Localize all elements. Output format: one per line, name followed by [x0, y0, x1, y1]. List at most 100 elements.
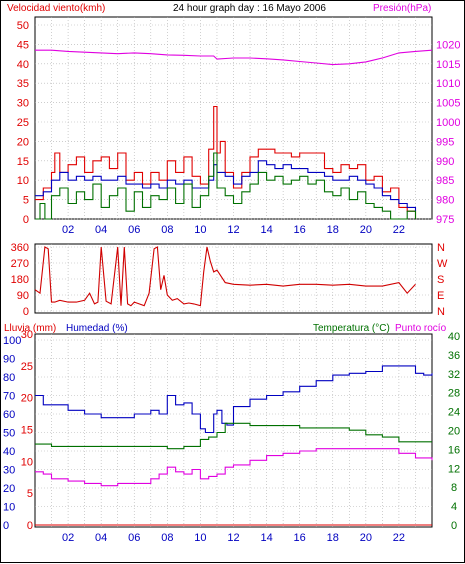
temperature-tick-label: 8 — [451, 482, 457, 494]
hour-tick-label: 20 — [360, 224, 372, 236]
hour-tick-label: 06 — [128, 532, 140, 544]
hour-tick-label: 02 — [62, 224, 74, 236]
wind-tick-label: 50 — [17, 20, 29, 32]
rain-tick-label: 5 — [27, 488, 33, 500]
hour-tick-label: 22 — [393, 224, 405, 236]
humidity-tick-label: 10 — [3, 502, 15, 514]
humidity-tick-label: 90 — [3, 354, 15, 366]
temperature-tick-label: 40 — [448, 331, 460, 343]
pressure-tick-label: 1010 — [436, 78, 460, 90]
hour-tick-label: 10 — [194, 224, 206, 236]
pressure-axis-label: Presión(hPa) — [373, 3, 431, 14]
humidity-tick-label: 0 — [3, 520, 9, 532]
humidity-tick-label: 60 — [3, 409, 15, 421]
hour-tick-label: 14 — [260, 224, 272, 236]
hour-tick-label: 22 — [393, 532, 405, 544]
wind-series-line-1 — [35, 105, 417, 219]
humidity-tick-label: 80 — [3, 372, 15, 384]
pressure-series-line — [35, 49, 433, 66]
temperature-axis-label: Temperatura (°C) — [313, 323, 390, 334]
humidity-axis-label: Humedad (%) — [66, 323, 128, 334]
hour-tick-label: 18 — [327, 532, 339, 544]
pressure-tick-label: 1000 — [436, 117, 460, 129]
temperature-line — [35, 422, 432, 450]
hour-tick-label: 04 — [95, 224, 107, 236]
hour-tick-label: 16 — [294, 532, 306, 544]
wind-tick-label: 15 — [17, 156, 29, 168]
dew-point-axis-label: Punto rocío — [395, 323, 447, 334]
humidity-tick-label: 20 — [3, 483, 15, 495]
humidity-tick-label: 30 — [3, 465, 15, 477]
pressure-tick-label: 1020 — [436, 39, 460, 51]
humidity-tick-label: 70 — [3, 391, 15, 403]
pressure-tick-label: 990 — [436, 156, 454, 168]
wind-tick-label: 25 — [17, 117, 29, 129]
wind-tick-label: 10 — [17, 175, 29, 187]
wind-tick-label: 5 — [23, 195, 29, 207]
pressure-tick-label: 995 — [436, 136, 454, 148]
hour-tick-label: 06 — [128, 224, 140, 236]
direction-compass-label: W — [437, 258, 448, 270]
hour-tick-label: 10 — [194, 532, 206, 544]
hour-tick-label: 16 — [294, 224, 306, 236]
hour-tick-label: 08 — [161, 224, 173, 236]
humidity-tick-label: 40 — [3, 446, 15, 458]
temperature-tick-label: 20 — [448, 426, 460, 438]
wind-tick-label: 45 — [17, 39, 29, 51]
wind-direction-line — [34, 246, 416, 307]
rain-tick-label: 30 — [21, 329, 33, 341]
temperature-tick-label: 16 — [448, 444, 460, 456]
humidity-temperature-panel: 0102030405060708090100051015202530048121… — [3, 329, 460, 544]
direction-compass-label: N — [437, 306, 445, 318]
rain-tick-label: 20 — [21, 393, 33, 405]
direction-degree-label: 360 — [11, 242, 29, 254]
direction-compass-label: S — [437, 274, 444, 286]
hour-tick-label: 18 — [327, 224, 339, 236]
temperature-tick-label: 4 — [451, 501, 457, 513]
dew-point-line — [35, 448, 433, 487]
wind-speed-axis-label: Velocidad viento(kmh) — [7, 3, 105, 14]
hour-tick-label: 04 — [95, 532, 107, 544]
pressure-tick-label: 985 — [436, 175, 454, 187]
hour-tick-label: 12 — [227, 224, 239, 236]
hour-tick-label: 12 — [227, 532, 239, 544]
humidity-tick-label: 50 — [3, 428, 15, 440]
hour-tick-label: 20 — [360, 532, 372, 544]
plot-frame — [34, 243, 433, 314]
direction-degree-label: 0 — [23, 306, 29, 318]
hour-tick-label: 08 — [161, 532, 173, 544]
temperature-tick-label: 24 — [448, 407, 460, 419]
wind-pressure-panel: 0510152025303540455097598098599099510001… — [17, 16, 460, 236]
temperature-tick-label: 0 — [451, 520, 457, 532]
hour-tick-label: 02 — [62, 532, 74, 544]
pressure-tick-label: 1015 — [436, 59, 460, 71]
humidity-line — [35, 365, 433, 434]
direction-degree-label: 270 — [11, 258, 29, 270]
pressure-tick-label: 980 — [436, 195, 454, 207]
rain-tick-label: 25 — [21, 361, 33, 373]
humidity-tick-label: 100 — [3, 335, 21, 347]
temperature-tick-label: 32 — [448, 369, 460, 381]
temperature-tick-label: 28 — [448, 388, 460, 400]
direction-degree-label: 90 — [17, 290, 29, 302]
wind-series-line-2 — [35, 160, 417, 212]
temperature-tick-label: 36 — [448, 350, 460, 362]
rain-tick-label: 0 — [27, 520, 33, 532]
chart-title: 24 hour graph day : 16 Mayo 2006 — [173, 3, 326, 14]
rain-tick-label: 15 — [21, 425, 33, 437]
rain-axis-label: Lluvia (mm) — [4, 323, 56, 334]
wind-tick-label: 0 — [23, 214, 29, 226]
wind-tick-label: 35 — [17, 78, 29, 90]
pressure-tick-label: 975 — [436, 214, 454, 226]
temperature-tick-label: 12 — [448, 463, 460, 475]
direction-compass-label: E — [437, 290, 444, 302]
wind-tick-label: 40 — [17, 59, 29, 71]
direction-compass-label: N — [437, 242, 445, 254]
wind-series-line-3 — [35, 152, 417, 220]
hour-tick-label: 14 — [260, 532, 272, 544]
pressure-tick-label: 1005 — [436, 98, 460, 110]
rain-tick-label: 10 — [21, 456, 33, 468]
